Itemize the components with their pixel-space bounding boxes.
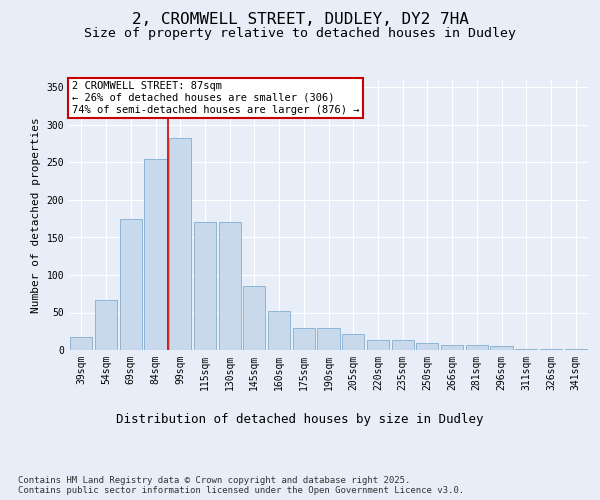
Bar — [565, 348, 587, 350]
Text: Contains HM Land Registry data © Crown copyright and database right 2025.
Contai: Contains HM Land Registry data © Crown c… — [18, 476, 464, 495]
Bar — [95, 300, 117, 350]
Bar — [392, 340, 414, 350]
Bar — [243, 286, 265, 350]
Bar — [119, 219, 142, 350]
Bar — [515, 349, 538, 350]
Bar — [317, 328, 340, 350]
Text: Distribution of detached houses by size in Dudley: Distribution of detached houses by size … — [116, 412, 484, 426]
Text: 2, CROMWELL STREET, DUDLEY, DY2 7HA: 2, CROMWELL STREET, DUDLEY, DY2 7HA — [131, 12, 469, 28]
Bar — [169, 138, 191, 350]
Text: 2 CROMWELL STREET: 87sqm
← 26% of detached houses are smaller (306)
74% of semi-: 2 CROMWELL STREET: 87sqm ← 26% of detach… — [71, 82, 359, 114]
Y-axis label: Number of detached properties: Number of detached properties — [31, 117, 41, 313]
Bar — [218, 222, 241, 350]
Bar — [466, 345, 488, 350]
Bar — [268, 311, 290, 350]
Bar — [441, 345, 463, 350]
Bar — [293, 328, 315, 350]
Bar — [490, 346, 512, 350]
Bar — [367, 340, 389, 350]
Bar — [194, 222, 216, 350]
Bar — [145, 158, 167, 350]
Bar — [342, 334, 364, 350]
Bar — [416, 343, 439, 350]
Bar — [540, 349, 562, 350]
Bar — [70, 336, 92, 350]
Text: Size of property relative to detached houses in Dudley: Size of property relative to detached ho… — [84, 28, 516, 40]
